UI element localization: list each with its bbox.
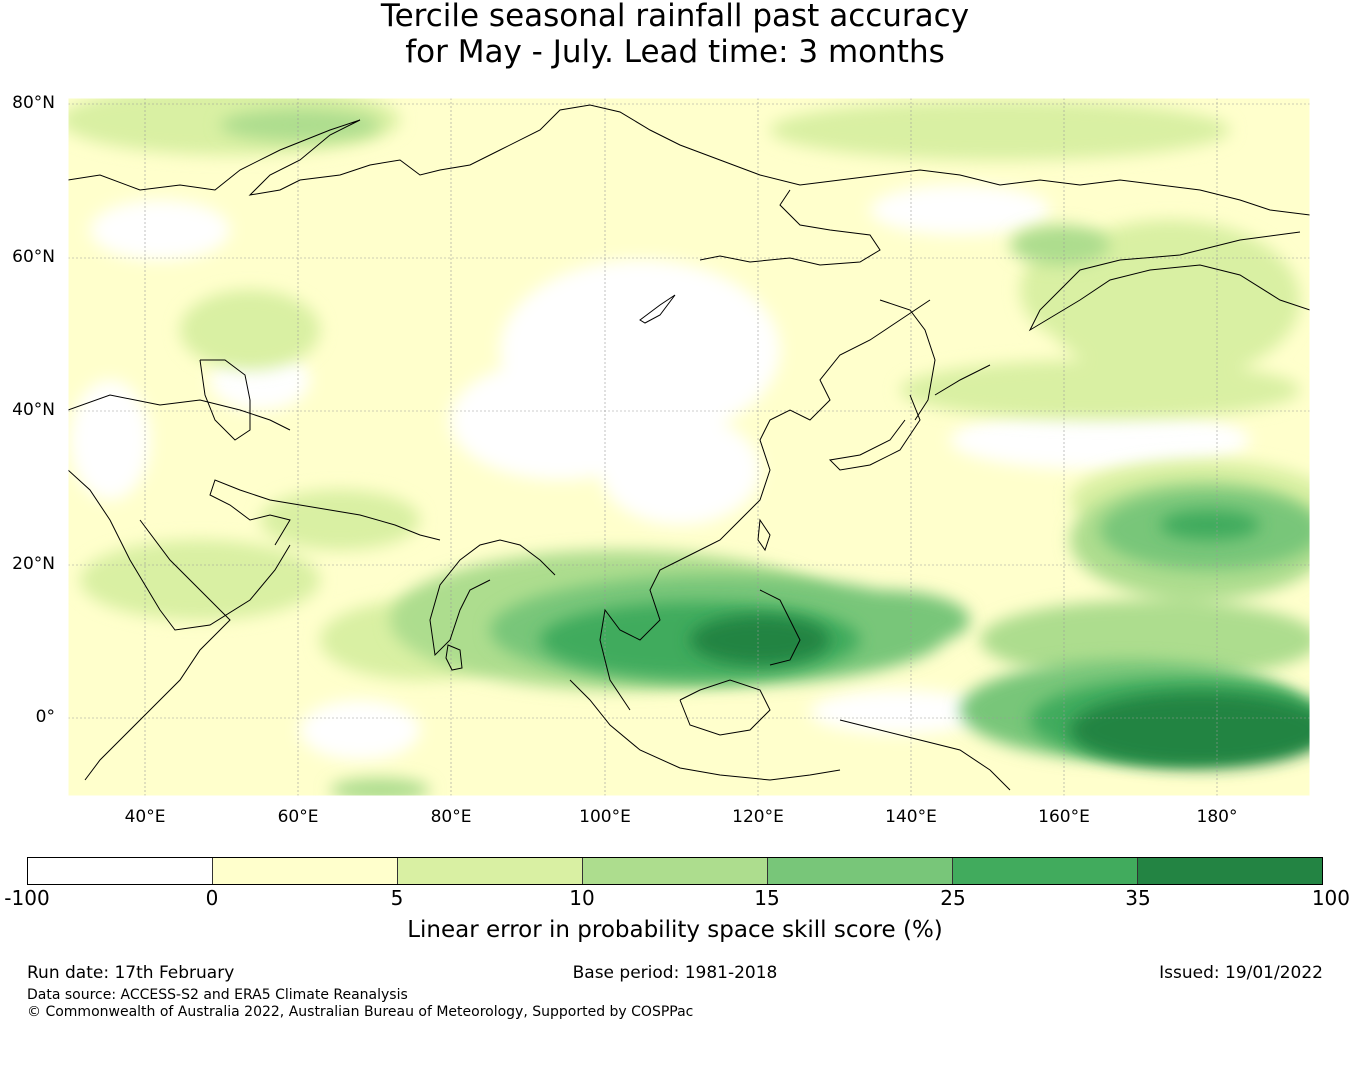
colorbar-segment xyxy=(28,858,213,884)
lon-label-180: 180° xyxy=(1196,807,1238,827)
colorbar-segment xyxy=(1138,858,1322,884)
colorbar-segment xyxy=(213,858,398,884)
skill-score-field xyxy=(68,98,1310,796)
data-source: Data source: ACCESS-S2 and ERA5 Climate … xyxy=(27,987,408,1003)
coastlines xyxy=(68,104,1310,791)
colorbar-tick: 25 xyxy=(940,886,966,910)
colorbar-tick: 10 xyxy=(569,886,595,910)
colorbar-tick: 100 xyxy=(1311,886,1350,910)
lat-label-60n: 60°N xyxy=(12,247,55,267)
colorbar-tick: 35 xyxy=(1125,886,1151,910)
lat-label-0: 0° xyxy=(35,707,55,727)
lon-label-120e: 120°E xyxy=(732,807,784,827)
colorbar-tick: 0 xyxy=(205,886,219,910)
colorbar-segment xyxy=(768,858,953,884)
colorbar xyxy=(27,857,1323,885)
lon-label-80e: 80°E xyxy=(430,807,472,827)
base-period: Base period: 1981-2018 xyxy=(572,963,778,983)
map-title-line-1: Tercile seasonal rainfall past accuracy xyxy=(380,0,970,34)
lon-label-140e: 140°E xyxy=(885,807,937,827)
copyright: © Commonwealth of Australia 2022, Austra… xyxy=(27,1004,694,1020)
lat-label-80n: 80°N xyxy=(12,93,55,113)
colorbar-tick: 5 xyxy=(390,886,404,910)
issued-date: Issued: 19/01/2022 xyxy=(1159,963,1323,983)
run-date: Run date: 17th February xyxy=(27,963,235,983)
lon-label-60e: 60°E xyxy=(277,807,319,827)
graticule xyxy=(68,98,1310,796)
colorbar-label: Linear error in probability space skill … xyxy=(407,917,943,943)
lat-label-40n: 40°N xyxy=(12,400,55,420)
lat-label-20n: 20°N xyxy=(12,554,55,574)
colorbar-segment xyxy=(953,858,1138,884)
colorbar-segment xyxy=(398,858,583,884)
colorbar-tick: -100 xyxy=(4,886,50,910)
lon-label-100e: 100°E xyxy=(579,807,631,827)
colorbar-segment xyxy=(583,858,768,884)
lon-label-160e: 160°E xyxy=(1038,807,1090,827)
map-title-line-2: for May - July. Lead time: 3 months xyxy=(405,34,945,70)
lon-label-40e: 40°E xyxy=(124,807,166,827)
colorbar-tick: 15 xyxy=(754,886,780,910)
